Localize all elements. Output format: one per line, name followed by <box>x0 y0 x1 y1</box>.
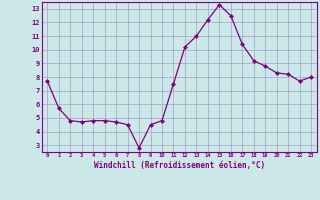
X-axis label: Windchill (Refroidissement éolien,°C): Windchill (Refroidissement éolien,°C) <box>94 161 265 170</box>
